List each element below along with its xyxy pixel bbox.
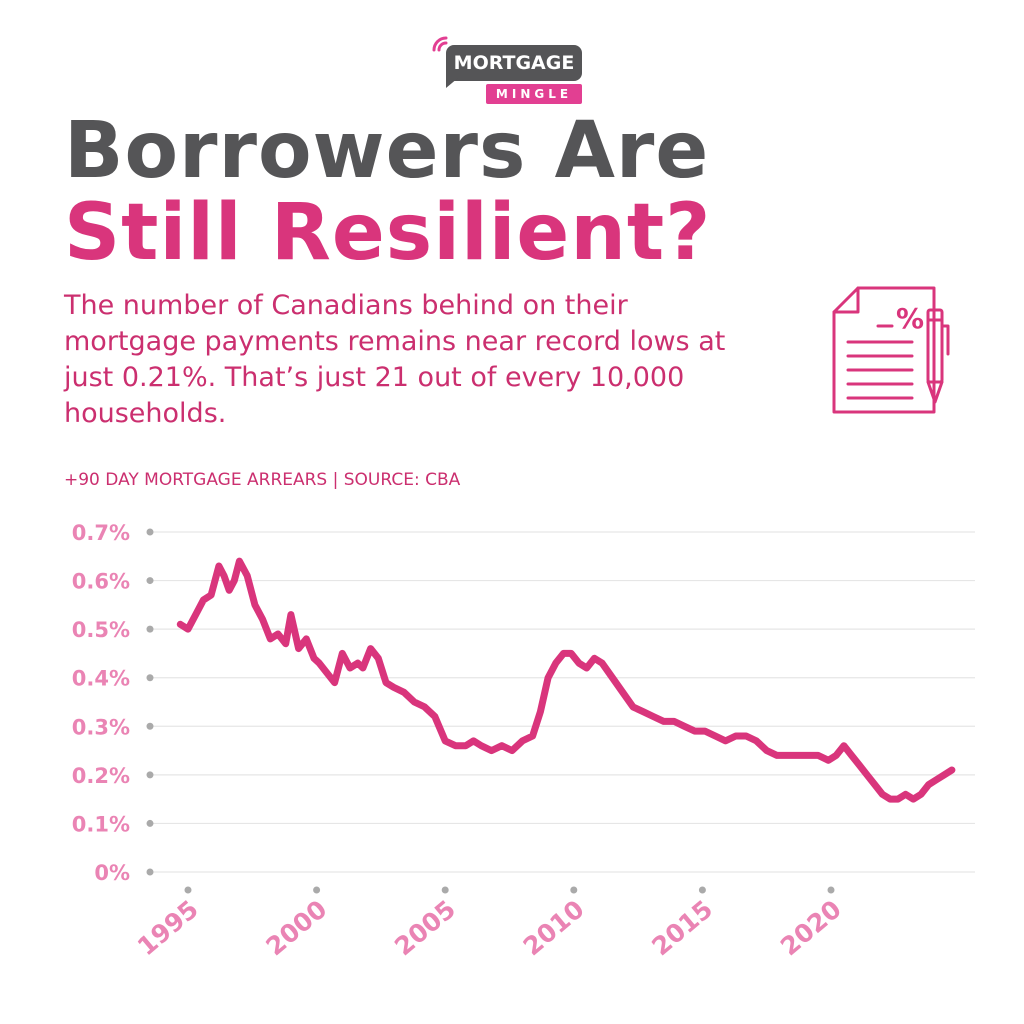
series-line-arrears bbox=[176, 557, 956, 803]
ytick-label: 0.1% bbox=[72, 812, 130, 836]
ytick-label: 0.4% bbox=[72, 667, 130, 691]
xtick-dot bbox=[570, 886, 578, 894]
document-percent-pencil-icon: % bbox=[832, 286, 950, 414]
ytick-dot bbox=[146, 819, 154, 827]
xtick-label: 2010 bbox=[518, 894, 590, 961]
ytick-label: 0.6% bbox=[72, 570, 130, 594]
xtick-label: 2015 bbox=[646, 894, 718, 961]
xtick-dot bbox=[827, 886, 835, 894]
xtick-label: 2020 bbox=[775, 894, 847, 961]
logo-text-mingle: MINGLE bbox=[486, 84, 582, 104]
xtick-dot bbox=[184, 886, 192, 894]
xtick-label: 2005 bbox=[389, 894, 461, 961]
xtick-label: 2000 bbox=[261, 894, 333, 961]
xtick-dot bbox=[441, 886, 449, 894]
ytick-label: 0% bbox=[94, 861, 130, 885]
svg-text:%: % bbox=[896, 302, 924, 335]
logo-text-mortgage: MORTGAGE bbox=[453, 52, 575, 74]
signal-waves-icon bbox=[432, 36, 448, 52]
ytick-label: 0.7% bbox=[72, 521, 130, 545]
ytick-dot bbox=[146, 771, 154, 779]
chart-source-label: +90 DAY MORTGAGE ARREARS | SOURCE: CBA bbox=[64, 470, 461, 490]
xtick-dot bbox=[698, 886, 706, 894]
ytick-dot bbox=[146, 577, 154, 585]
ytick-dot bbox=[146, 868, 154, 876]
ytick-dot bbox=[146, 625, 154, 633]
xtick-dot bbox=[313, 886, 321, 894]
ytick-dot bbox=[146, 722, 154, 730]
logo-tail bbox=[446, 78, 458, 88]
ytick-label: 0.5% bbox=[72, 618, 130, 642]
ytick-dot bbox=[146, 528, 154, 536]
ytick-dot bbox=[146, 674, 154, 682]
xtick-label: 1995 bbox=[132, 894, 204, 961]
ytick-label: 0.2% bbox=[72, 764, 130, 788]
title-line-2: Still Resilient? bbox=[64, 188, 712, 278]
title-line-1: Borrowers Are bbox=[64, 106, 710, 196]
logo-box bbox=[446, 45, 582, 81]
arrears-line-chart: 0% 0.1% 0.2% 0.3% 0.4% 0.5% 0.6% 0.7% 1995 2000 2… bbox=[72, 521, 975, 961]
mortgage-mingle-logo: MORTGAGE MINGLE bbox=[428, 28, 588, 110]
description-text: The number of Canadians behind on their … bbox=[64, 290, 726, 429]
ytick-label: 0.3% bbox=[72, 715, 130, 739]
